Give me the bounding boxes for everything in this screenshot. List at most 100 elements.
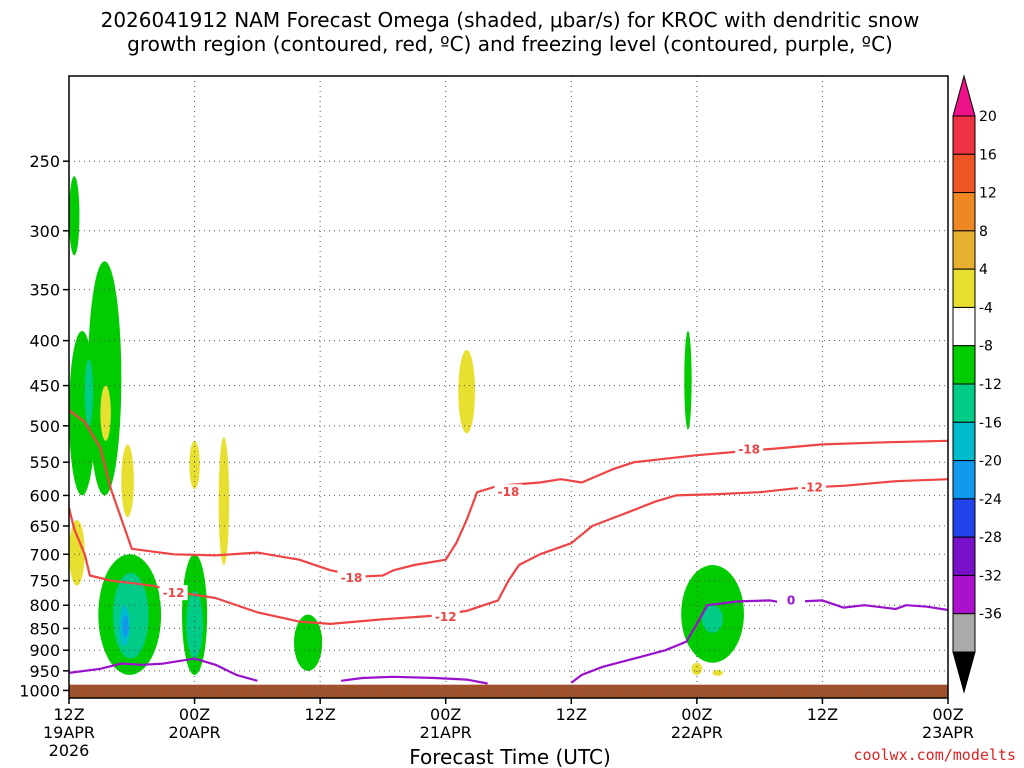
contour-label-bg: [797, 479, 826, 495]
x-tick-label: 12Z: [304, 705, 335, 724]
colorbar-label: -20: [979, 454, 1002, 470]
colorbar-label: -4: [979, 300, 993, 316]
contour-label: 0: [787, 593, 795, 607]
omega-region: [121, 444, 134, 518]
colorbar-label: -24: [979, 492, 1002, 508]
contour-line: [68, 409, 949, 578]
colorbar-swatch: [952, 153, 976, 194]
colorbar-swatch: [952, 115, 976, 155]
y-tick-label: 700: [29, 545, 60, 564]
colorbar-swatch: [952, 421, 976, 462]
contour-label-bg: [777, 592, 806, 608]
x-axis-label: Forecast Time (UTC): [409, 745, 611, 768]
contour-lines: -18 -18 -18 -12 -12 -12 0: [67, 409, 949, 685]
colorbar-swatch: [952, 460, 976, 500]
colorbar-label: 12: [979, 186, 997, 202]
omega-region: [186, 590, 203, 659]
x-tick-year: 2026: [49, 741, 90, 760]
colorbar-swatch: [952, 574, 976, 615]
y-tick-label: 500: [29, 417, 60, 436]
x-tick-date: 23APR: [922, 723, 974, 742]
y-tick-label: 450: [29, 377, 60, 396]
colorbar-label: 16: [979, 147, 997, 163]
y-tick-label: 800: [29, 596, 60, 615]
colorbar-swatch: [952, 268, 976, 308]
colorbar-label: -32: [979, 568, 1002, 584]
x-tick-label: 00Z: [179, 705, 210, 724]
colorbar-swatch: [952, 498, 976, 538]
ground-layer: [69, 684, 948, 698]
contour-label-bg: [494, 484, 523, 500]
omega-shading: [69, 176, 744, 676]
y-tick-label: 400: [29, 332, 60, 351]
contour-label-bg: [159, 585, 188, 601]
x-tick-label: 00Z: [430, 705, 461, 724]
x-tick-label: 00Z: [681, 705, 712, 724]
y-tick-label: 350: [29, 281, 60, 300]
contour-label-bg: [735, 441, 764, 457]
y-tick-label: 600: [29, 486, 60, 505]
omega-region: [702, 605, 724, 633]
omega-region: [218, 437, 230, 566]
contour-line: [340, 675, 488, 685]
colorbar-label: -12: [979, 377, 1002, 393]
y-tick-label: 1000: [19, 681, 60, 700]
colorbar: 20 16 12 8 4 -4 -8 -12 -16 -20 -24 -28 -32 -36: [952, 74, 1002, 694]
omega-region: [87, 261, 122, 496]
title-line-1: 2026041912 NAM Forecast Omega (shaded, μ…: [101, 8, 920, 32]
colorbar-swatch: [952, 306, 976, 347]
omega-region: [100, 385, 111, 441]
x-tick-label: 12Z: [556, 705, 587, 724]
colorbar-label: -28: [979, 530, 1002, 546]
y-tick-label: 650: [29, 517, 60, 536]
plot-frame: [68, 75, 949, 699]
contour-line: [570, 599, 949, 684]
contour-line: [67, 478, 949, 625]
colorbar-label: -36: [979, 607, 1002, 623]
colorbar-swatch: [952, 383, 976, 423]
axes: 250 300 350 400 450 500 550 600 650 700 750 800 850 9…: [19, 75, 974, 760]
colorbar-swatch: [952, 192, 976, 232]
contour-label: -18: [341, 571, 363, 585]
x-tick-label: 12Z: [53, 705, 84, 724]
y-tick-label: 850: [29, 619, 60, 638]
y-tick-label: 900: [29, 641, 60, 660]
x-tick-label: 12Z: [807, 705, 838, 724]
omega-region: [69, 176, 80, 256]
omega-region: [189, 440, 200, 490]
y-tick-label: 300: [29, 222, 60, 241]
credit-text: coolwx.com/modelts: [853, 746, 1016, 764]
colorbar-swatch: [952, 536, 976, 576]
colorbar-top-arrow: [952, 74, 976, 117]
contour-line: [68, 657, 258, 682]
colorbar-label: -8: [979, 339, 993, 355]
chart-title: 2026041912 NAM Forecast Omega (shaded, μ…: [101, 8, 920, 56]
omega-region: [122, 614, 129, 638]
x-tick-date: 22APR: [671, 723, 723, 742]
colorbar-label: 4: [979, 262, 988, 278]
contour-label-bg: [337, 570, 366, 586]
contour-label: -12: [435, 610, 457, 624]
x-tick-date: 21APR: [420, 723, 472, 742]
contour-label: -12: [801, 481, 823, 495]
omega-region: [684, 330, 692, 430]
omega-region: [84, 359, 94, 426]
colorbar-label: -16: [979, 415, 1002, 431]
y-tick-label: 250: [29, 152, 60, 171]
omega-region: [69, 520, 85, 586]
ground-fill: [69, 684, 948, 698]
colorbar-swatch: [952, 613, 976, 653]
colorbar-bottom-arrow: [952, 651, 976, 694]
contour-label: -18: [738, 442, 760, 456]
contour-label-bg: [431, 608, 460, 624]
x-tick-label: 00Z: [932, 705, 963, 724]
colorbar-label: 20: [979, 109, 997, 125]
colorbar-swatch: [952, 230, 976, 270]
omega-region: [712, 669, 724, 676]
omega-region: [691, 662, 703, 675]
contour-label: -18: [498, 485, 520, 499]
x-tick-date: 19APR: [43, 723, 95, 742]
x-tick-date: 20APR: [169, 723, 221, 742]
title-line-2: growth region (contoured, red, ºC) and f…: [127, 32, 893, 56]
